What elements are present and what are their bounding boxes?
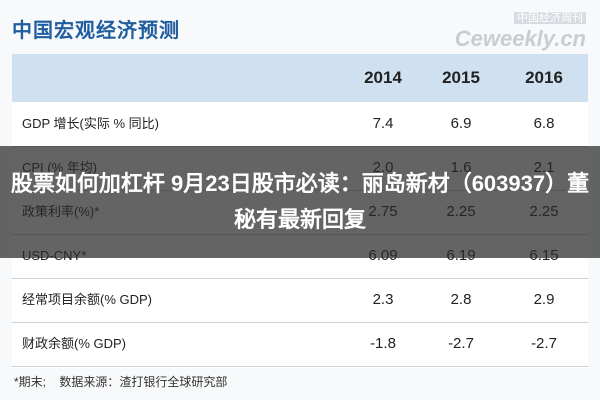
cell-value: -2.7	[531, 335, 557, 352]
cell-value: 2.9	[533, 291, 555, 308]
banner[interactable]: 股票如何加杠杆 9月23日股市必读：丽岛新材（603937）董秘有最新回复	[0, 146, 600, 258]
logo-en: Ceweekly.cn	[454, 26, 586, 51]
table-row: 经常项目余额(% GDP) 2.3 2.8 2.9	[12, 278, 588, 323]
logo: 中国经济周刊 Ceweekly.cn	[455, 8, 586, 52]
column-header: 2016	[525, 68, 563, 87]
table-header: 2014 2015 2016	[12, 54, 588, 102]
column-header: 2015	[442, 68, 480, 87]
footnote: *期末; 数据来源：渣打银行全球研究部	[14, 375, 228, 389]
banner-text[interactable]: 股票如何加杠杆 9月23日股市必读：丽岛新材（603937）董秘有最新回复	[10, 171, 590, 232]
cell-value: 7.4	[372, 115, 394, 132]
cell-value: 6.9	[450, 115, 472, 132]
row-label: GDP 增长(实际 % 同比)	[22, 116, 159, 131]
row-label: 经常项目余额(% GDP)	[22, 292, 153, 307]
title: 中国宏观经济预测	[12, 20, 180, 42]
cell-value: -2.7	[448, 335, 474, 352]
cell-value: 2.3	[372, 291, 394, 308]
row-label: 财政余额(% GDP)	[22, 336, 127, 351]
table-row: GDP 增长(实际 % 同比) 7.4 6.9 6.8	[12, 102, 588, 147]
cell-value: 6.8	[533, 115, 555, 132]
logo-cn: 中国经济周刊	[514, 12, 586, 24]
cell-value: 2.8	[450, 291, 472, 308]
column-header: 2014	[364, 68, 402, 87]
table-row: 财政余额(% GDP) -1.8 -2.7 -2.7	[12, 322, 588, 367]
cell-value: -1.8	[370, 335, 396, 352]
